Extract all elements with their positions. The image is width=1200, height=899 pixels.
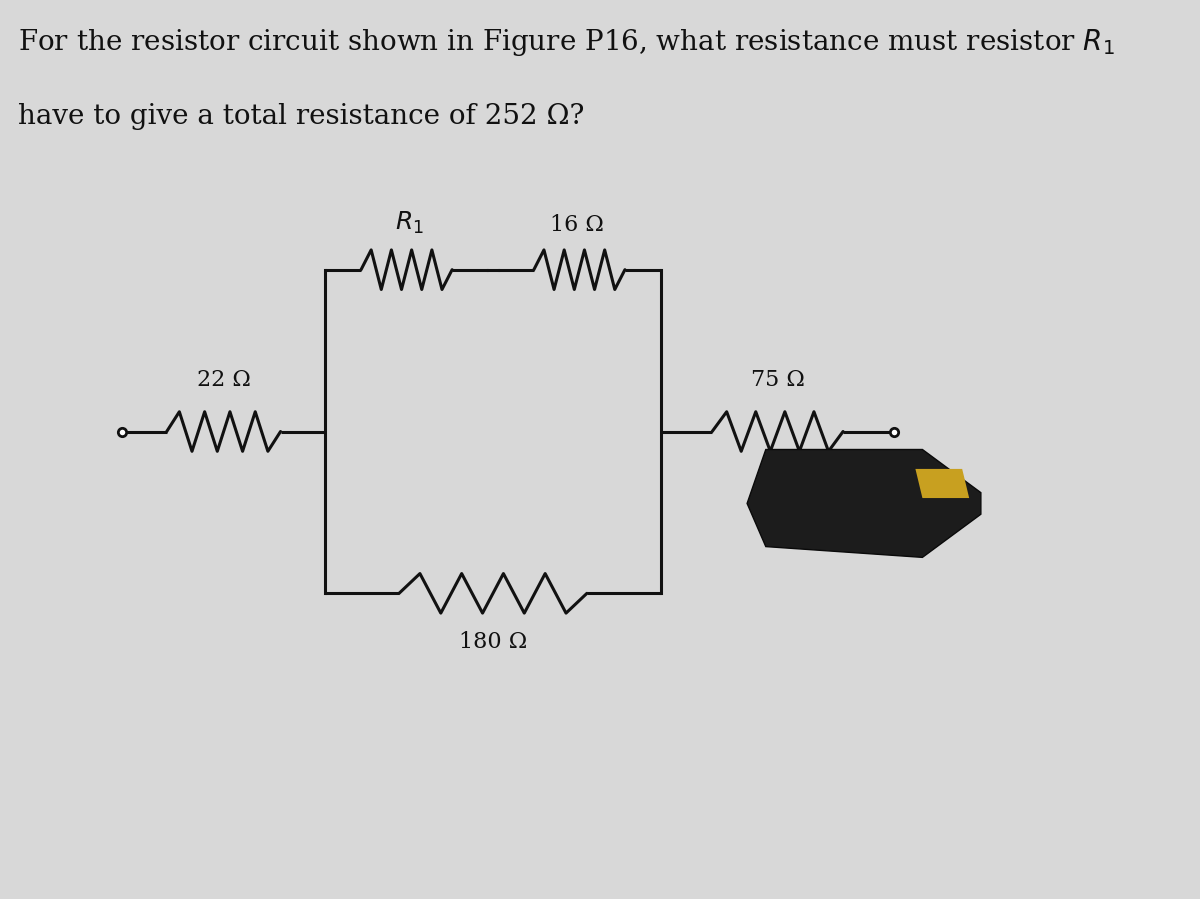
Text: For the resistor circuit shown in Figure P16, what resistance must resistor $R_1: For the resistor circuit shown in Figure… (18, 27, 1115, 58)
Text: 75 Ω: 75 Ω (751, 369, 804, 391)
Polygon shape (748, 450, 980, 557)
Text: $R_1$: $R_1$ (395, 209, 424, 236)
Text: have to give a total resistance of 252 Ω?: have to give a total resistance of 252 Ω… (18, 103, 584, 130)
Text: 16 Ω: 16 Ω (550, 214, 604, 236)
Text: 180 Ω: 180 Ω (458, 631, 527, 653)
Text: 22 Ω: 22 Ω (197, 369, 251, 391)
Polygon shape (916, 469, 970, 498)
